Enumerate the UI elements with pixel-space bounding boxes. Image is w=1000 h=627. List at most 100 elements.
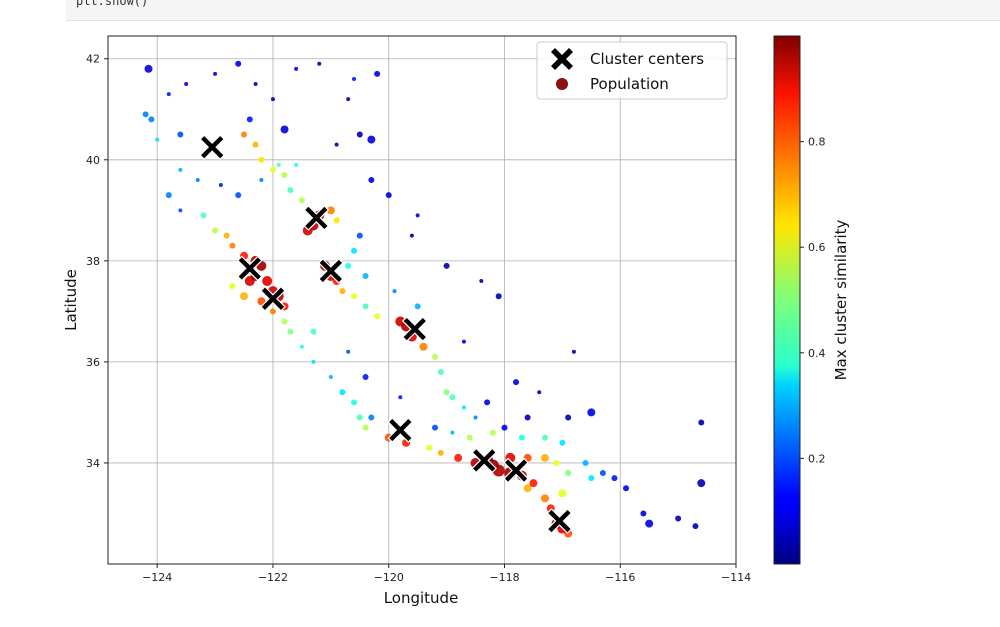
population-point: [339, 389, 346, 396]
population-point: [513, 379, 520, 386]
population-point: [582, 459, 589, 466]
population-point: [450, 430, 455, 435]
population-point: [392, 289, 397, 294]
legend-box: [536, 41, 728, 100]
population-point: [144, 64, 153, 73]
population-point: [165, 192, 172, 199]
population-point: [351, 76, 356, 81]
population-point: [565, 470, 572, 477]
x-axis-label: Longitude: [384, 589, 459, 607]
x-tick-label: −122: [258, 571, 288, 584]
population-point: [280, 125, 289, 134]
population-point: [346, 349, 351, 354]
population-point: [559, 439, 566, 446]
population-point: [599, 470, 606, 477]
plot-area: [108, 36, 736, 564]
x-ticks: −124 −122 −120 −118 −116 −114: [142, 564, 751, 584]
population-point: [479, 279, 484, 284]
population-point: [362, 424, 369, 431]
legend-population-marker: [556, 78, 568, 90]
population-point: [473, 415, 478, 420]
population-point: [495, 293, 502, 300]
population-point: [269, 308, 276, 315]
population-point: [155, 137, 160, 142]
population-point: [640, 510, 647, 517]
population-point: [350, 293, 357, 300]
y-tick-label: 34: [86, 457, 100, 470]
y-axis-label: Latitude: [62, 269, 80, 331]
population-point: [501, 424, 508, 431]
population-point: [449, 394, 456, 401]
population-point: [200, 212, 207, 219]
population-point: [269, 166, 276, 173]
population-point: [368, 414, 375, 421]
cluster-center-marker: [260, 285, 286, 312]
cluster-center-marker: [317, 258, 344, 284]
population-point: [356, 131, 363, 138]
population-point: [553, 459, 560, 466]
cluster-center-marker: [303, 205, 330, 231]
x-tick-label: −120: [374, 571, 404, 584]
population-point: [334, 142, 339, 147]
population-point: [311, 359, 316, 364]
population-point: [218, 183, 223, 188]
x-tick-label: −116: [605, 571, 635, 584]
y-ticks: 34 36 38 40 42: [86, 53, 108, 470]
population-point: [253, 82, 258, 86]
population-point: [367, 135, 376, 144]
population-point: [229, 242, 236, 249]
cluster-center-marker: [471, 447, 498, 474]
population-point: [368, 177, 375, 183]
population-point: [240, 292, 249, 301]
population-point: [419, 342, 428, 351]
population-point: [541, 434, 548, 441]
population-point: [529, 479, 538, 488]
population-point: [241, 131, 248, 138]
population-point: [484, 399, 491, 406]
population-point: [246, 116, 253, 123]
population-point: [287, 187, 294, 194]
notebook-cell-strip: plt.show(): [66, 0, 1000, 21]
population-point: [310, 328, 317, 335]
population-point: [262, 276, 273, 287]
population-point: [270, 97, 275, 102]
x-tick-label: −124: [142, 571, 172, 584]
x-tick-label: −118: [489, 571, 519, 584]
colorbar-tick-label: 0.8: [808, 136, 826, 149]
population-point: [235, 60, 242, 67]
population-point: [184, 82, 189, 86]
population-point: [294, 66, 299, 71]
cluster-center-marker: [236, 255, 263, 282]
cluster-center-marker: [387, 417, 414, 443]
population-point: [195, 178, 200, 182]
y-tick-label: 42: [86, 53, 100, 66]
population-point: [326, 206, 335, 215]
colorbar-tick-label: 0.4: [808, 347, 826, 360]
population-point: [374, 313, 381, 320]
population-point: [518, 434, 525, 441]
population-point: [298, 197, 305, 204]
population-point: [166, 92, 171, 97]
population-point: [432, 353, 439, 360]
population-point: [212, 227, 219, 234]
legend-center-marker: [551, 48, 573, 70]
plot-frame: [107, 35, 737, 565]
population-point: [454, 453, 463, 462]
population-point: [437, 369, 444, 375]
population-point: [345, 262, 352, 269]
population-point: [443, 389, 450, 396]
population-point: [178, 167, 183, 172]
population-point: [443, 262, 450, 269]
population-point: [178, 208, 183, 213]
population-point: [177, 131, 184, 138]
population-point: [294, 162, 299, 167]
population-point: [229, 283, 236, 290]
cluster-center-marker: [199, 134, 226, 161]
population-point: [540, 453, 549, 462]
colorbar-ticks: 0.2 0.4 0.6 0.8: [800, 136, 826, 465]
population-point: [697, 479, 706, 488]
population-point: [259, 178, 264, 182]
population-point: [362, 374, 369, 381]
y-tick-label: 36: [86, 356, 100, 369]
population-point: [356, 232, 363, 239]
